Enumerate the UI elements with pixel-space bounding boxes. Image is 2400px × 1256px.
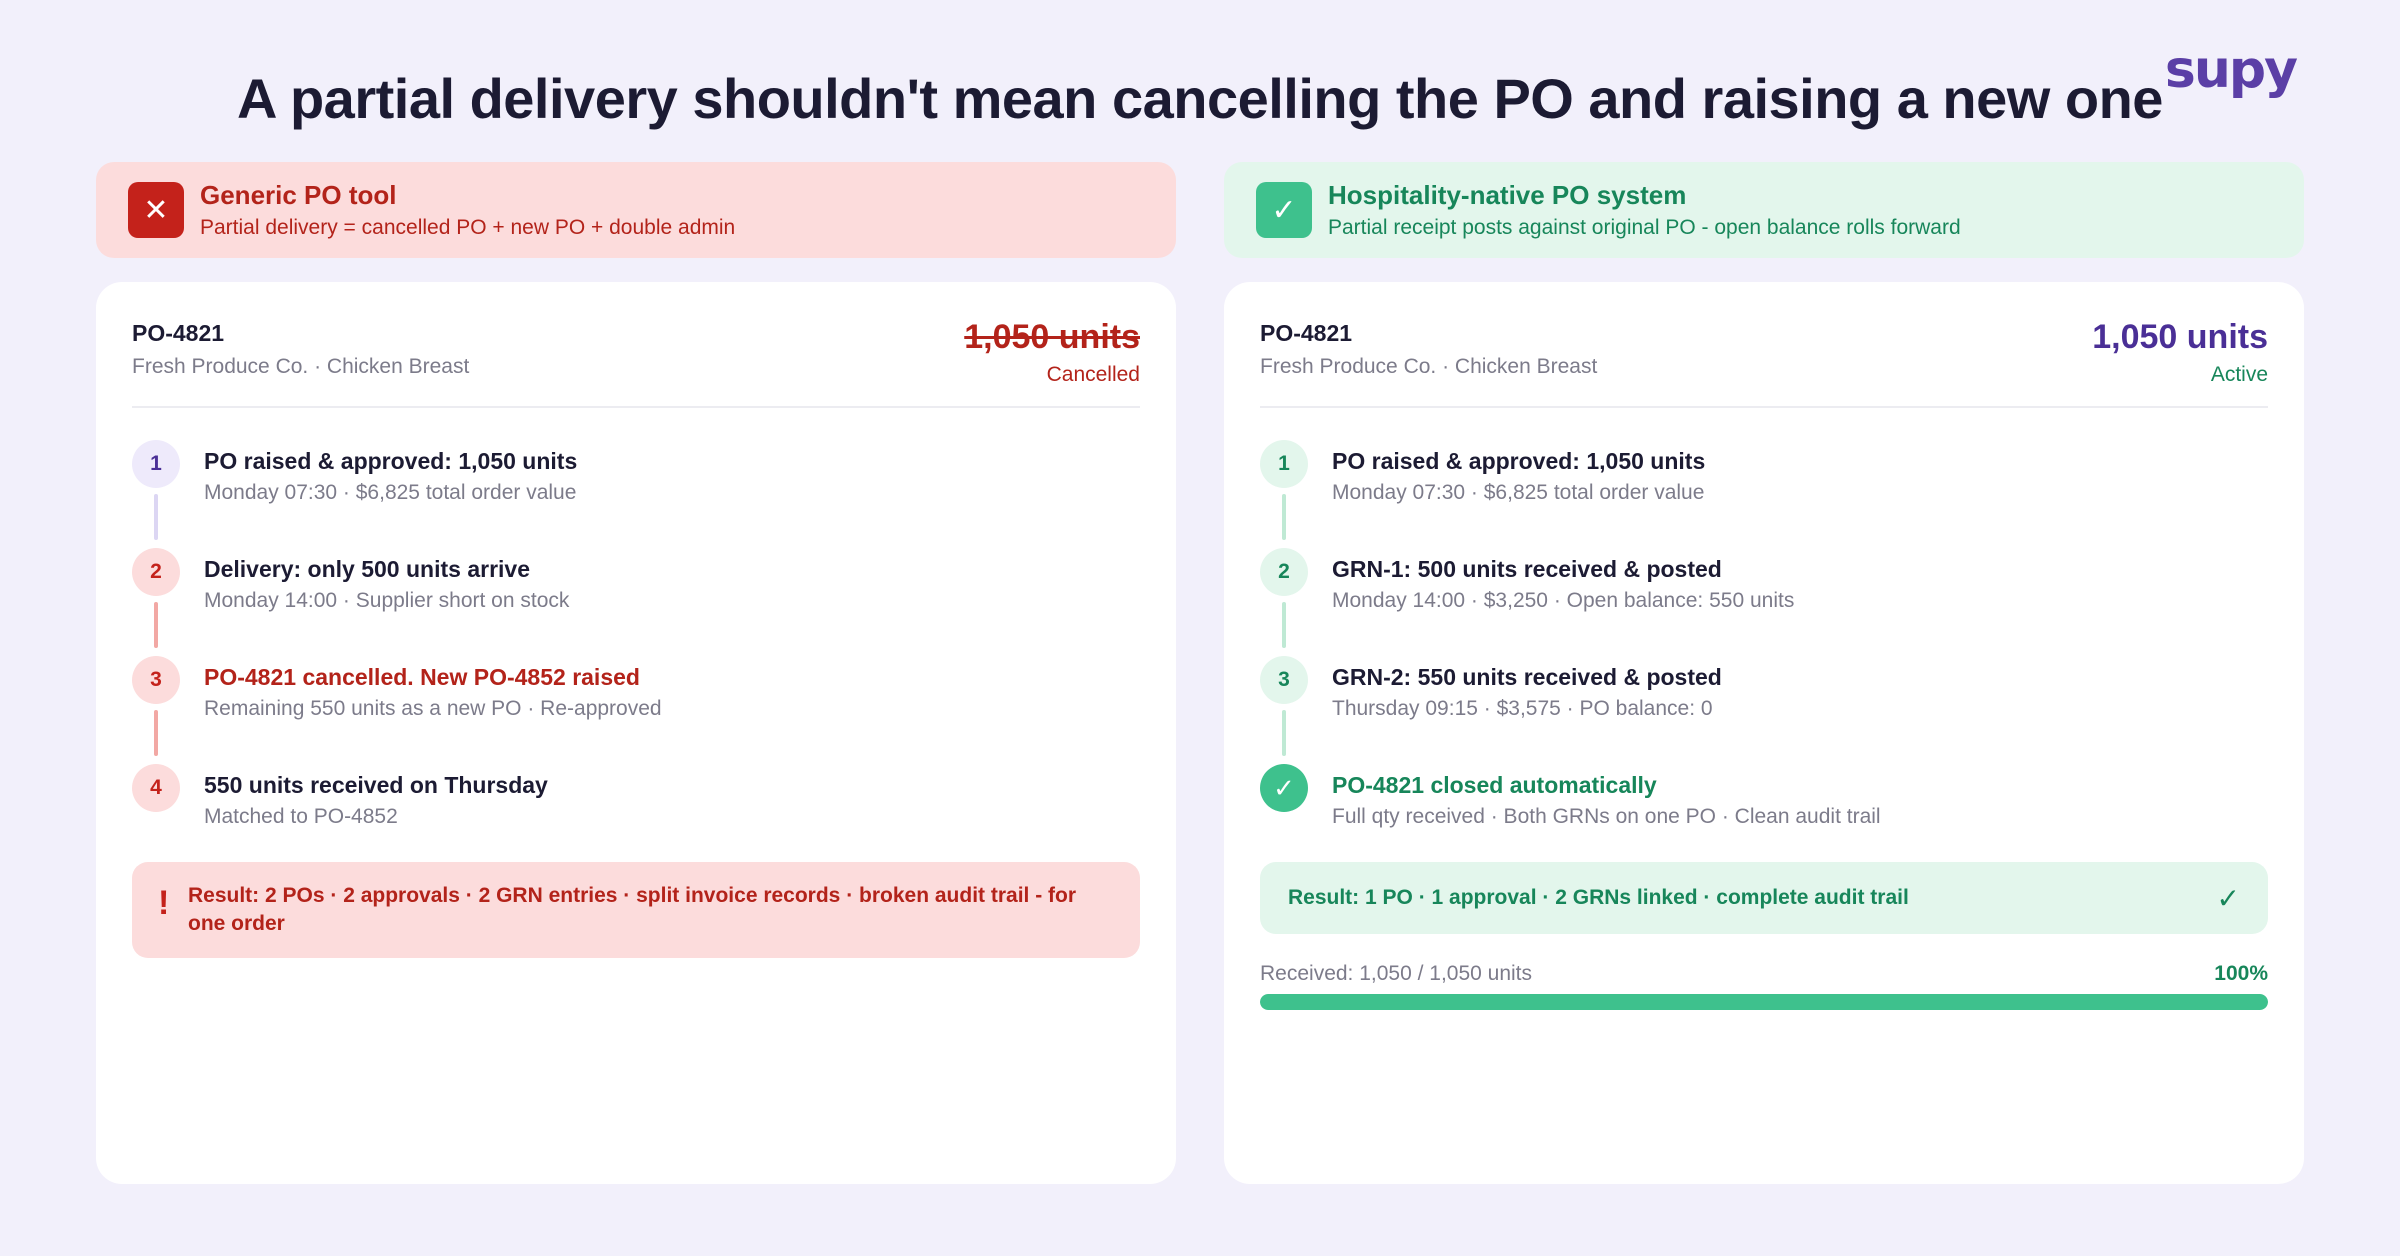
generic-tool-column: ✕ Generic PO tool Partial delivery = can… <box>96 162 1176 1184</box>
step-number: 3 <box>132 656 180 704</box>
step-number: 1 <box>1260 440 1308 488</box>
timeline-connector <box>1282 710 1286 756</box>
timeline-step: 2 GRN-1: 500 units received & posted Mon… <box>1260 548 2268 656</box>
step-number: 1 <box>132 440 180 488</box>
po-supplier: Fresh Produce Co. · Chicken Breast <box>132 355 470 378</box>
banner-title: Generic PO tool <box>200 180 397 210</box>
step-title: PO-4821 cancelled. New PO-4852 raised <box>204 664 640 690</box>
po-card-header: PO-4821 Fresh Produce Co. · Chicken Brea… <box>132 318 1140 408</box>
result-text: Result: 2 POs · 2 approvals · 2 GRN entr… <box>188 884 1077 935</box>
progress-percent: 100% <box>2214 962 2268 985</box>
status-badge: Active <box>2210 363 2268 386</box>
timeline-step: 3 GRN-2: 550 units received & posted Thu… <box>1260 656 2268 764</box>
timeline: 1 PO raised & approved: 1,050 units Mond… <box>132 440 1140 854</box>
po-quantity: 1,050 units <box>2092 318 2268 356</box>
timeline-step: ✓ PO-4821 closed automatically Full qty … <box>1260 764 2268 854</box>
step-subtitle: Monday 07:30 · $6,825 total order value <box>1332 481 1705 504</box>
result-summary-good: Result: 1 PO · 1 approval · 2 GRNs linke… <box>1260 862 2268 934</box>
step-title: 550 units received on Thursday <box>204 772 548 798</box>
banner-subtitle: Partial receipt posts against original P… <box>1328 216 1961 239</box>
check-icon: ✓ <box>1256 182 1312 238</box>
step-subtitle: Full qty received · Both GRNs on one PO … <box>1332 805 1881 828</box>
step-subtitle: Monday 14:00 · $3,250 · Open balance: 55… <box>1332 589 1795 612</box>
hospitality-system-column: ✓ Hospitality-native PO system Partial r… <box>1224 162 2304 1184</box>
timeline-connector <box>1282 602 1286 648</box>
timeline-step: 1 PO raised & approved: 1,050 units Mond… <box>1260 440 2268 548</box>
step-subtitle: Matched to PO-4852 <box>204 805 398 828</box>
step-subtitle: Remaining 550 units as a new PO · Re-app… <box>204 697 662 720</box>
step-title: PO raised & approved: 1,050 units <box>1332 448 1706 474</box>
timeline-step: 3 PO-4821 cancelled. New PO-4852 raised … <box>132 656 1140 764</box>
po-number: PO-4821 <box>1260 320 1353 346</box>
step-title: PO-4821 closed automatically <box>1332 772 1657 798</box>
po-quantity: 1,050 units <box>964 318 1140 356</box>
result-text: Result: 1 PO · 1 approval · 2 GRNs linke… <box>1288 886 1909 909</box>
generic-tool-banner: ✕ Generic PO tool Partial delivery = can… <box>96 162 1176 258</box>
progress-label: Received: 1,050 / 1,050 units <box>1260 962 1533 985</box>
timeline-connector <box>154 602 158 648</box>
step-number: 2 <box>132 548 180 596</box>
page-title: A partial delivery shouldn't mean cancel… <box>237 67 2163 130</box>
step-number: 2 <box>1260 548 1308 596</box>
step-number: 3 <box>1260 656 1308 704</box>
result-summary-bad: ! Result: 2 POs · 2 approvals · 2 GRN en… <box>132 862 1140 958</box>
po-card-generic: PO-4821 Fresh Produce Co. · Chicken Brea… <box>96 282 1176 1184</box>
po-card-header: PO-4821 Fresh Produce Co. · Chicken Brea… <box>1260 318 2268 408</box>
timeline-step: 4 550 units received on Thursday Matched… <box>132 764 1140 854</box>
step-title: GRN-2: 550 units received & posted <box>1332 664 1722 690</box>
step-title: Delivery: only 500 units arrive <box>204 556 530 582</box>
status-badge: Cancelled <box>1046 363 1140 386</box>
timeline: 1 PO raised & approved: 1,050 units Mond… <box>1260 440 2268 854</box>
progress-bar <box>1260 994 2268 1010</box>
progress-header: Received: 1,050 / 1,050 units 100% <box>1260 962 2268 986</box>
x-icon: ✕ <box>128 182 184 238</box>
exclamation-icon: ! <box>158 884 170 922</box>
banner-subtitle: Partial delivery = cancelled PO + new PO… <box>200 216 736 239</box>
banner-title: Hospitality-native PO system <box>1328 180 1687 210</box>
check-circle-icon: ✓ <box>1260 764 1308 812</box>
hospitality-system-banner: ✓ Hospitality-native PO system Partial r… <box>1224 162 2304 258</box>
timeline-step: 2 Delivery: only 500 units arrive Monday… <box>132 548 1140 656</box>
po-card-hospitality: PO-4821 Fresh Produce Co. · Chicken Brea… <box>1224 282 2304 1184</box>
progress-bar-fill <box>1260 994 2268 1010</box>
timeline-connector <box>154 710 158 756</box>
step-subtitle: Thursday 09:15 · $3,575 · PO balance: 0 <box>1332 697 1713 720</box>
timeline-connector <box>1282 494 1286 540</box>
step-title: GRN-1: 500 units received & posted <box>1332 556 1722 582</box>
step-subtitle: Monday 14:00 · Supplier short on stock <box>204 589 570 612</box>
po-number: PO-4821 <box>132 320 225 346</box>
step-number: 4 <box>132 764 180 812</box>
timeline-step: 1 PO raised & approved: 1,050 units Mond… <box>132 440 1140 548</box>
timeline-connector <box>154 494 158 540</box>
check-icon: ✓ <box>2216 882 2240 914</box>
step-subtitle: Monday 07:30 · $6,825 total order value <box>204 481 577 504</box>
po-supplier: Fresh Produce Co. · Chicken Breast <box>1260 355 1598 378</box>
supy-logo: supy <box>2164 40 2298 100</box>
step-title: PO raised & approved: 1,050 units <box>204 448 578 474</box>
